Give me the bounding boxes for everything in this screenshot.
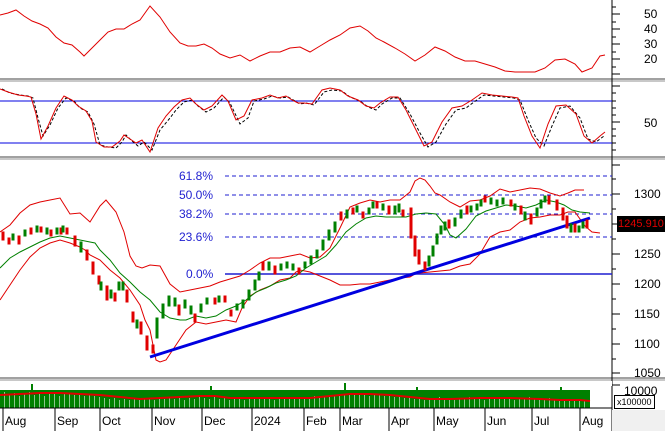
y-tick-label: 50: [644, 7, 658, 21]
x-tick-label: Jun: [487, 414, 506, 428]
panel-separator[interactable]: [0, 78, 665, 82]
x-tick-label: Sep: [57, 414, 79, 428]
candles: [1, 195, 589, 354]
price-panel: 61.8% 50.0% 38.2% 23.6% 0.0%: [0, 164, 661, 380]
volume-multiplier-label: x100000: [614, 395, 655, 409]
fib-label: 50.0%: [179, 188, 213, 202]
x-tick-label: Aug: [582, 414, 603, 428]
y-tick-label: 1200: [634, 277, 661, 291]
indicator-top-panel: 50 40 30 20: [0, 5, 658, 75]
fib-label: 0.0%: [186, 267, 214, 281]
y-tick-label: 20: [644, 52, 658, 66]
volume-panel: [0, 381, 620, 408]
x-tick-label: Jul: [534, 414, 549, 428]
x-tick-label: May: [436, 414, 459, 428]
x-tick-label: 2024: [254, 414, 281, 428]
y-axis-ticks: [612, 164, 620, 374]
y-tick-label: 1050: [634, 366, 661, 380]
x-tick-label: Nov: [154, 414, 175, 428]
stochastic-panel: 50: [0, 85, 658, 154]
fib-label: 38.2%: [179, 207, 213, 221]
last-price-badge: 1245.910: [617, 216, 665, 232]
fib-label: 61.8%: [179, 169, 213, 183]
y-tick-label: 1300: [634, 187, 661, 201]
fib-label: 23.6%: [179, 230, 213, 244]
x-tick-label: Apr: [391, 414, 410, 428]
y-tick-label: 1250: [634, 247, 661, 261]
trend-line: [149, 216, 591, 359]
x-axis: Aug Sep Oct Nov Dec 2024 Feb Mar Apr May…: [0, 407, 612, 431]
y-tick-label: 40: [644, 22, 658, 36]
panel-separator[interactable]: [0, 377, 665, 381]
x-tick-label: Dec: [204, 414, 225, 428]
x-tick-label: Feb: [306, 414, 327, 428]
y-axis-ticks: [612, 6, 620, 75]
axis-corner: [612, 410, 665, 431]
volume-axis-label: 10000: [624, 384, 658, 398]
y-tick-label: 30: [644, 37, 658, 51]
y-tick-label: 50: [644, 116, 658, 130]
x-tick-label: Oct: [102, 414, 121, 428]
x-tick-label: Mar: [342, 414, 363, 428]
x-tick-label: Aug: [5, 414, 26, 428]
panel-separator[interactable]: [0, 156, 665, 160]
y-tick-label: 1100: [634, 337, 660, 351]
y-tick-label: 1150: [634, 307, 660, 321]
